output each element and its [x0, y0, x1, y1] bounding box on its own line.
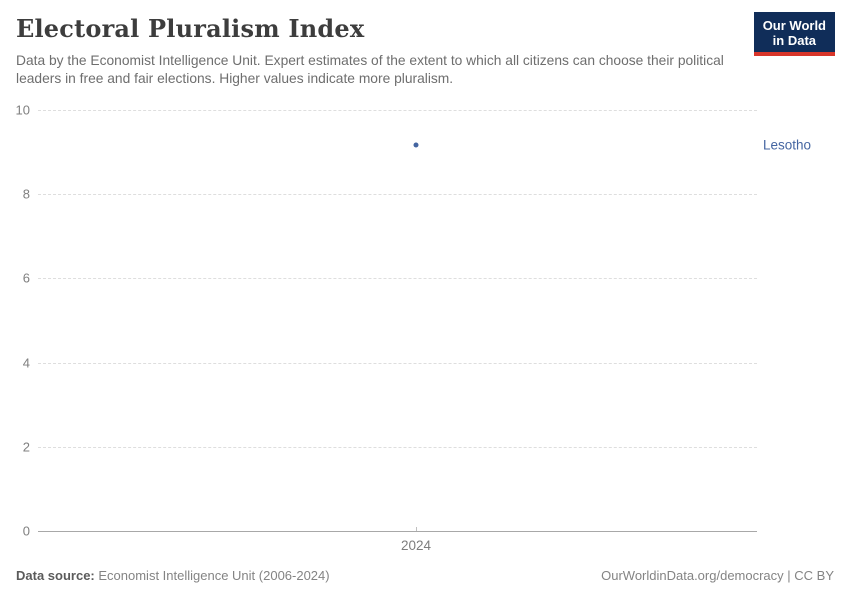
- y-tick-label: 4: [22, 355, 30, 371]
- x-axis-line: [38, 531, 757, 532]
- owid-logo-line2: in Data: [772, 33, 817, 48]
- data-source-text: Economist Intelligence Unit (2006-2024): [94, 568, 330, 583]
- owid-logo-line1: Our World: [762, 18, 826, 33]
- x-tick-label: 2024: [400, 538, 432, 553]
- credit-line[interactable]: OurWorldinData.org/democracy | CC BY: [601, 568, 834, 583]
- chart-footer: Data source: Economist Intelligence Unit…: [16, 568, 834, 583]
- y-gridline: [38, 110, 757, 111]
- y-tick-label: 10: [15, 102, 30, 118]
- y-gridline: [38, 362, 757, 364]
- data-source-label: Data source:: [16, 568, 95, 583]
- x-tick-mark: [416, 527, 417, 531]
- y-tick-label: 2: [22, 439, 30, 455]
- chart-subtitle: Data by the Economist Intelligence Unit.…: [16, 53, 724, 86]
- y-gridline: [38, 278, 757, 280]
- page-title: Electoral Pluralism Index: [16, 14, 365, 43]
- y-tick-label: 6: [22, 270, 30, 286]
- owid-logo: Our World in Data: [753, 12, 835, 56]
- y-tick-label: 8: [22, 186, 30, 202]
- y-tick-label: 0: [22, 523, 30, 539]
- data-source: Data source: Economist Intelligence Unit…: [16, 568, 330, 583]
- data-point-lesotho[interactable]: [413, 142, 419, 148]
- entity-label-lesotho[interactable]: Lesotho: [763, 137, 812, 153]
- y-gridline: [38, 194, 757, 196]
- y-gridline: [38, 446, 757, 448]
